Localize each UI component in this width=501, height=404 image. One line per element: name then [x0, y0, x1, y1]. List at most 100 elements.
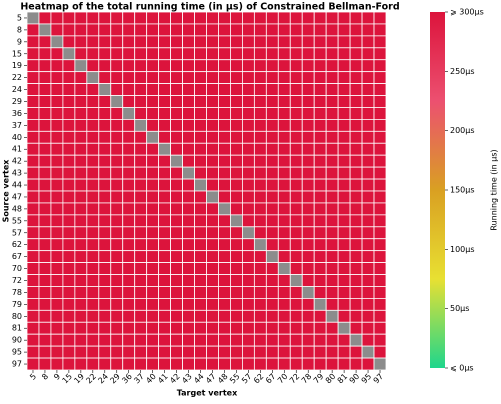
heatmap-cell [349, 47, 363, 61]
heatmap-cell [98, 11, 112, 25]
heatmap-cell [373, 345, 387, 359]
heatmap-cell [62, 83, 76, 96]
heatmap-cell [182, 178, 195, 192]
heatmap-cell [325, 274, 339, 287]
heatmap-cell [337, 178, 351, 192]
heatmap-cell [182, 214, 195, 228]
heatmap-cell [194, 154, 207, 168]
heatmap-cell [194, 238, 207, 252]
heatmap-cell [325, 23, 339, 37]
heatmap-cell [194, 297, 207, 311]
heatmap-cell [26, 47, 40, 61]
heatmap-cell [182, 130, 195, 144]
heatmap-cell [50, 333, 64, 347]
heatmap-cell [110, 274, 124, 287]
heatmap-cell [313, 35, 327, 49]
heatmap-cell [349, 130, 363, 144]
heatmap-cell [277, 154, 291, 168]
heatmap-cell [277, 333, 291, 347]
heatmap-cell [349, 71, 363, 84]
heatmap-cell [110, 226, 124, 240]
heatmap-cell [253, 71, 267, 84]
heatmap-cell [86, 250, 100, 264]
heatmap-cell [218, 119, 231, 132]
heatmap-cell [146, 297, 160, 311]
heatmap-cell [26, 321, 40, 335]
y-tick-label: 41 [12, 145, 22, 154]
heatmap-cell [289, 190, 303, 204]
heatmap-cell [86, 35, 100, 49]
heatmap-cell [206, 321, 219, 335]
heatmap-cell [373, 309, 387, 323]
heatmap-cell [313, 321, 327, 335]
heatmap-cell [98, 130, 112, 144]
heatmap-cell [134, 274, 148, 287]
heatmap-cell [170, 83, 183, 96]
heatmap-cell [289, 178, 303, 192]
heatmap-cell [182, 309, 195, 323]
heatmap-cell [50, 59, 64, 73]
heatmap-cell [289, 214, 303, 228]
heatmap-cell [277, 214, 291, 228]
heatmap-cell [373, 95, 387, 108]
heatmap-cell [289, 274, 303, 287]
heatmap-cell [74, 83, 88, 96]
heatmap-cell [265, 238, 279, 252]
heatmap-cell [170, 274, 183, 287]
heatmap-cell [122, 214, 136, 228]
heatmap-cell [253, 83, 267, 96]
heatmap-cell [158, 11, 171, 25]
heatmap-cell [134, 11, 148, 25]
heatmap-cell [158, 142, 171, 156]
heatmap-cell [241, 262, 255, 275]
heatmap-cell [146, 35, 160, 49]
heatmap-cell [122, 95, 136, 108]
heatmap-cell [98, 226, 112, 240]
heatmap-cell [289, 154, 303, 168]
heatmap-cell [134, 250, 148, 264]
heatmap-cell [98, 23, 112, 37]
heatmap-cell [194, 59, 207, 73]
heatmap-cell [206, 35, 219, 49]
heatmap-cell [26, 190, 40, 204]
heatmap-cell [301, 59, 315, 73]
y-tick-label: 37 [12, 121, 22, 130]
heatmap-cell [170, 95, 183, 108]
heatmap-cell [38, 59, 52, 73]
heatmap-cell [361, 142, 375, 156]
heatmap-cell [253, 130, 267, 144]
heatmap-cell [146, 202, 160, 216]
heatmap-cell [86, 202, 100, 216]
heatmap-cell [337, 262, 351, 275]
heatmap-cell [373, 250, 387, 264]
heatmap-cell [134, 262, 148, 275]
heatmap-cell [98, 35, 112, 49]
heatmap-cell [74, 166, 88, 180]
heatmap-cell [337, 35, 351, 49]
heatmap-cell [62, 262, 76, 275]
heatmap-cell [218, 214, 231, 228]
heatmap-cell [361, 286, 375, 299]
heatmap-cell [253, 357, 267, 371]
heatmap-cell [74, 142, 88, 156]
heatmap-cell [50, 166, 64, 180]
heatmap-cell [50, 35, 64, 49]
heatmap-cell [50, 190, 64, 204]
heatmap-cell [194, 35, 207, 49]
heatmap-cell [289, 286, 303, 299]
heatmap-cell [313, 262, 327, 275]
heatmap-cell [50, 83, 64, 96]
heatmap-cell [170, 142, 183, 156]
heatmap-cell [158, 226, 171, 240]
heatmap-cell [98, 214, 112, 228]
heatmap-cell [349, 333, 363, 347]
heatmap-cell [62, 250, 76, 264]
heatmap-cell [26, 154, 40, 168]
heatmap-cell [337, 11, 351, 25]
heatmap-cell [265, 11, 279, 25]
heatmap-cell [241, 166, 255, 180]
heatmap-cell [361, 202, 375, 216]
heatmap-cell [373, 154, 387, 168]
heatmap-cell [313, 333, 327, 347]
heatmap-cell [86, 190, 100, 204]
